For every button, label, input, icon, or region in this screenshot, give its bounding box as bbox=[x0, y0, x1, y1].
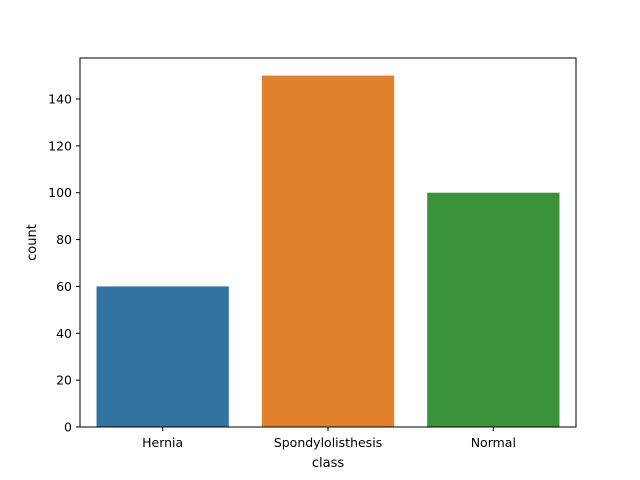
y-tick-label: 40 bbox=[56, 326, 72, 341]
bar-normal bbox=[427, 192, 560, 427]
y-tick-label: 100 bbox=[48, 185, 72, 200]
x-tick-label: Spondylolisthesis bbox=[274, 435, 382, 450]
y-tick-label: 0 bbox=[64, 420, 72, 435]
y-axis-label: count bbox=[25, 224, 40, 261]
x-tick-label: Hernia bbox=[142, 435, 183, 450]
y-tick-label: 120 bbox=[48, 138, 72, 153]
y-tick-label: 20 bbox=[56, 373, 72, 388]
bar-hernia bbox=[96, 286, 229, 427]
y-tick-label: 80 bbox=[56, 232, 72, 247]
x-axis-ticks: Hernia Spondylolisthesis Normal bbox=[142, 427, 516, 450]
bar-spondylolisthesis bbox=[261, 75, 395, 428]
y-tick-label: 140 bbox=[48, 92, 72, 107]
y-tick-label: 60 bbox=[56, 279, 72, 294]
x-axis-label: class bbox=[312, 456, 344, 471]
y-axis-ticks: 0 20 40 60 80 100 120 140 bbox=[48, 92, 80, 435]
bars-group bbox=[96, 75, 560, 428]
plot-frame bbox=[79, 57, 577, 428]
x-tick-label: Normal bbox=[471, 435, 516, 450]
